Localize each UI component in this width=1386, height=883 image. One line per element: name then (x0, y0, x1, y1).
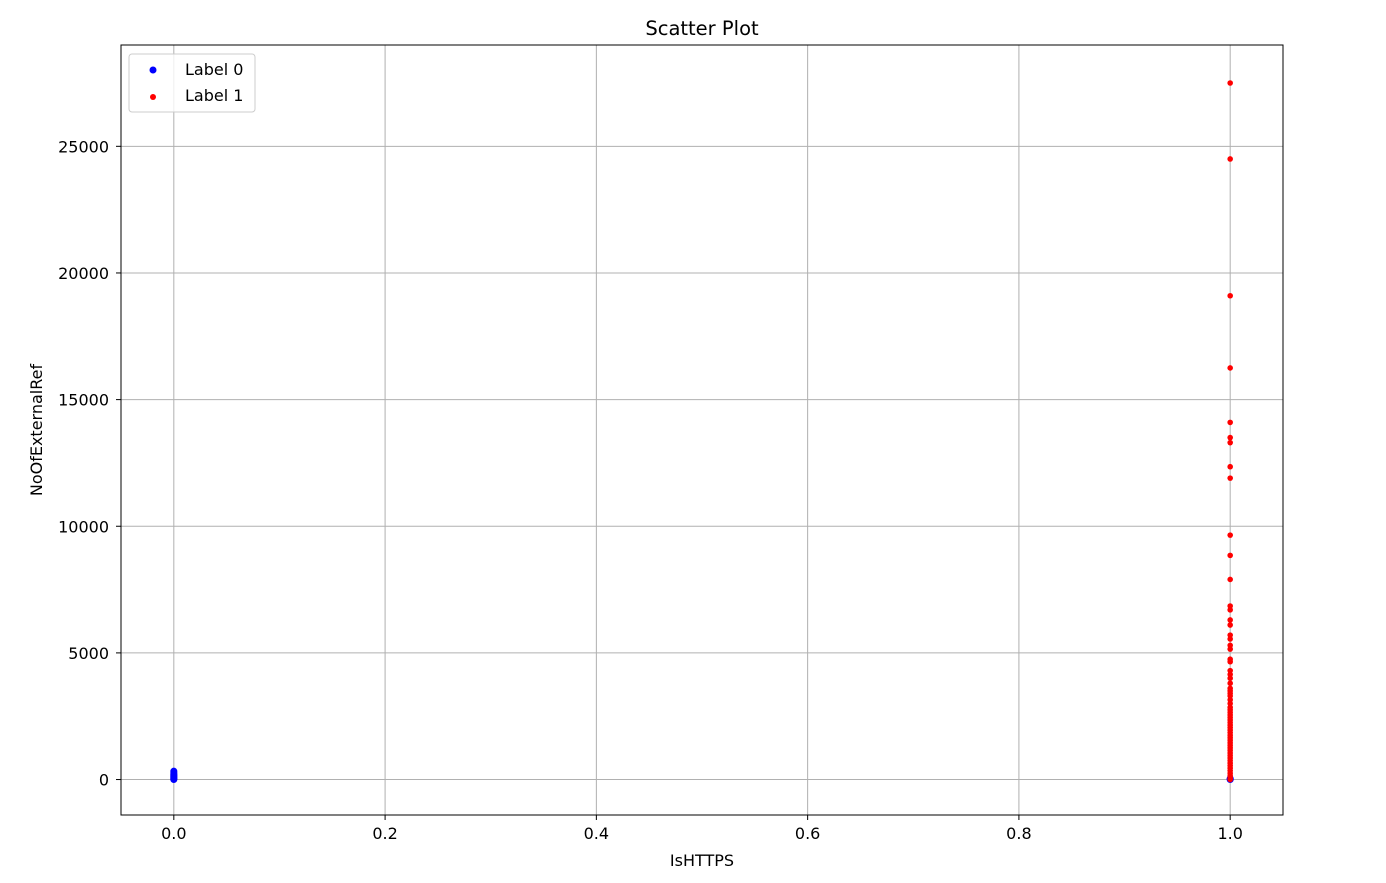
chart-title: Scatter Plot (645, 17, 759, 40)
y-tick-label: 20000 (58, 264, 109, 283)
data-point-label-1 (1227, 475, 1233, 481)
y-tick-label: 0 (99, 771, 109, 790)
data-point-label-1 (1227, 658, 1233, 665)
points-layer (170, 80, 1234, 784)
data-point-label-1 (1227, 622, 1233, 628)
legend-marker-label-1 (150, 94, 156, 100)
grid-layer (121, 45, 1283, 815)
series-1 (1227, 80, 1233, 783)
data-point-label-1 (1227, 680, 1233, 687)
plot-frame (120, 44, 1284, 816)
data-point-label-1 (1227, 419, 1233, 426)
x-axis-label: IsHTTPS (670, 851, 734, 870)
legend-label-1: Label 1 (185, 86, 243, 105)
y-tick-label: 25000 (58, 137, 109, 156)
data-point-label-1 (1227, 80, 1233, 86)
data-point-label-1 (1227, 365, 1233, 371)
data-point-label-1 (1227, 292, 1233, 299)
y-tick-label: 5000 (68, 644, 109, 663)
legend-label-0: Label 0 (185, 60, 243, 79)
data-point-label-1 (1227, 675, 1233, 682)
x-tick-label: 0.2 (372, 824, 397, 843)
data-point-label-1 (1227, 156, 1233, 162)
legend-box (128, 53, 256, 113)
data-point-label-1 (1227, 617, 1233, 623)
legend-marker-label-0 (149, 66, 157, 74)
legend: Label 0 Label 1 (128, 53, 256, 113)
data-point-label-1 (1227, 434, 1233, 441)
data-point-label-1 (1227, 439, 1233, 446)
y-tick-label: 15000 (58, 391, 109, 410)
data-point-label-1 (1227, 776, 1233, 783)
x-ticks: 0.0 0.2 0.4 0.6 0.8 1.0 (161, 815, 1243, 843)
data-point-label-1 (1227, 552, 1233, 559)
y-tick-label: 10000 (58, 517, 109, 536)
x-tick-label: 1.0 (1217, 824, 1242, 843)
data-point-label-1 (1227, 576, 1233, 583)
y-axis-label: NoOfExternalRef (27, 364, 46, 497)
data-point-label-1 (1227, 636, 1233, 642)
data-point-label-1 (1227, 532, 1233, 538)
x-tick-label: 0.4 (584, 824, 609, 843)
data-point-label-1 (1227, 463, 1233, 470)
data-point-label-1 (1227, 646, 1233, 652)
data-point-label-1 (1227, 607, 1233, 613)
data-point-label-0 (170, 767, 178, 775)
x-tick-label: 0.8 (1006, 824, 1031, 843)
y-ticks: 0 5000 10000 15000 20000 25000 (58, 137, 121, 790)
x-tick-label: 0.0 (161, 824, 186, 843)
x-tick-label: 0.6 (795, 824, 820, 843)
